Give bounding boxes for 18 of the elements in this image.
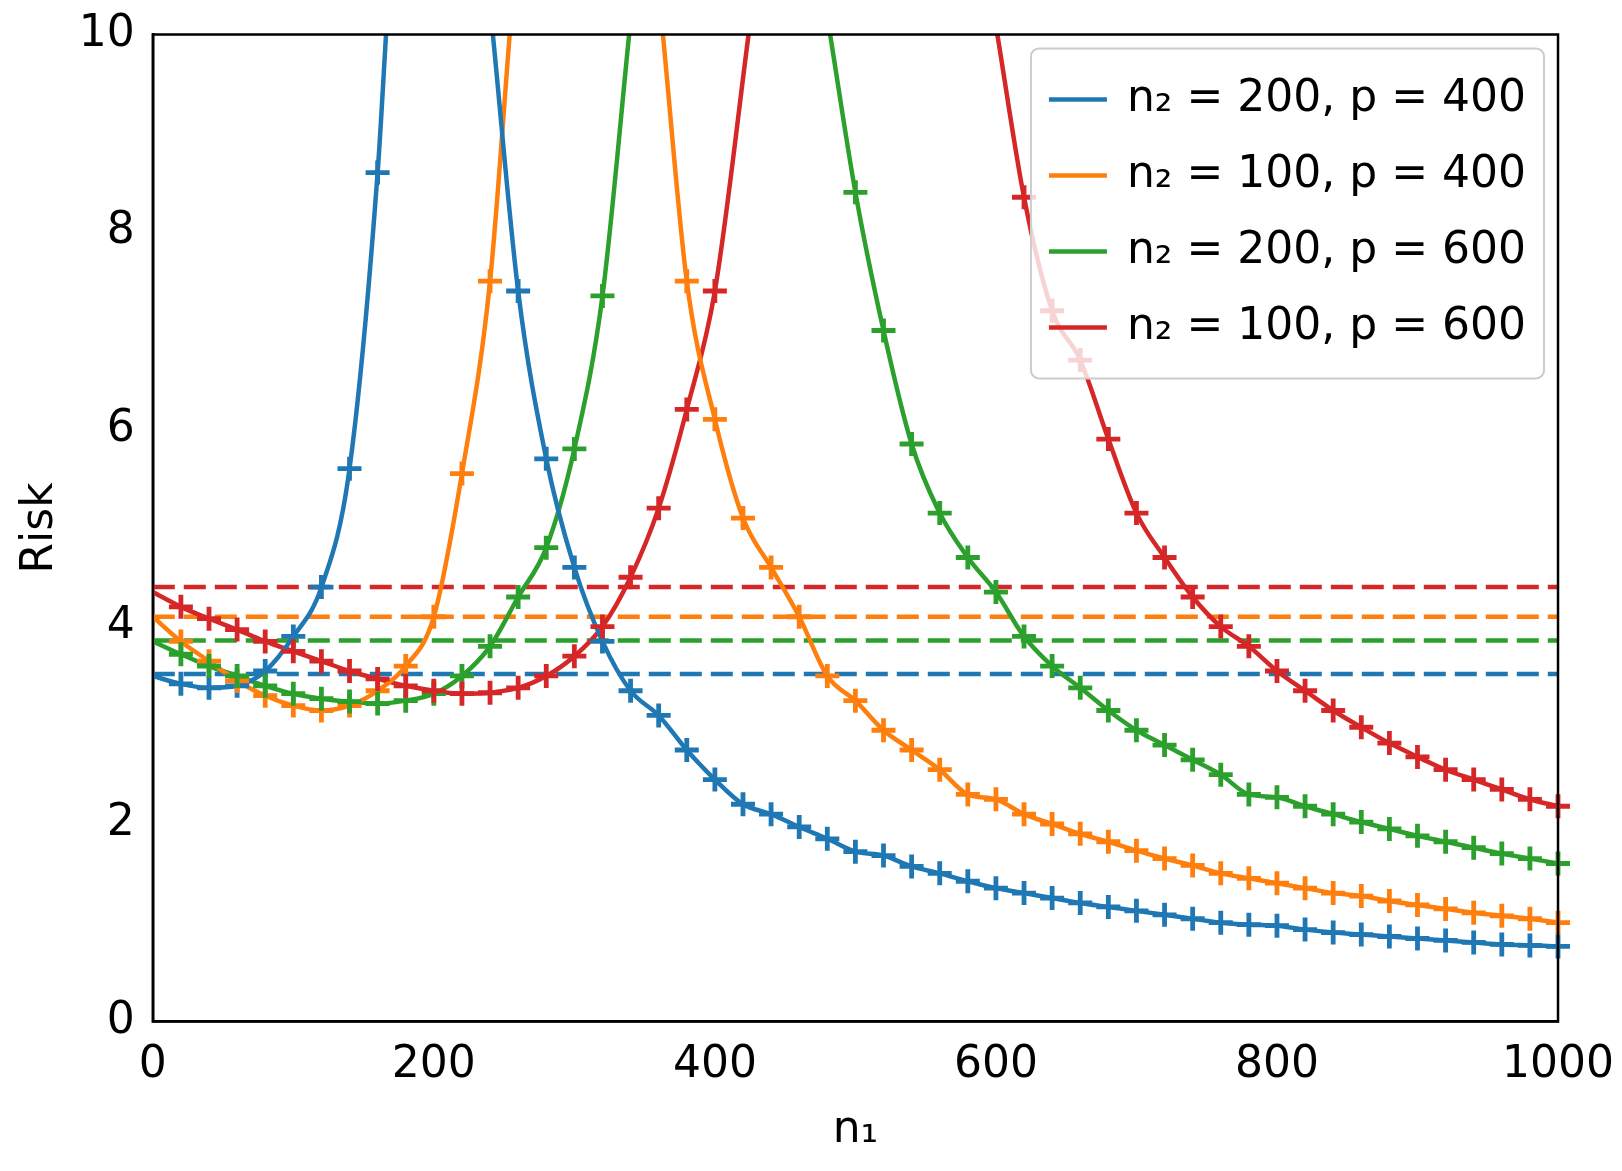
y-tick-label: 0 bbox=[106, 991, 135, 1043]
legend-label: n₂ = 100, p = 600 bbox=[1126, 297, 1527, 349]
legend-label: n₂ = 200, p = 600 bbox=[1126, 221, 1527, 273]
x-axis-title: n₁ bbox=[832, 1101, 879, 1153]
y-tick-label: 10 bbox=[78, 4, 135, 56]
y-axis-title: Risk bbox=[10, 481, 62, 574]
x-tick-label: 1000 bbox=[1502, 1036, 1614, 1088]
x-tick-label: 800 bbox=[1234, 1036, 1319, 1088]
x-tick-label: 600 bbox=[953, 1036, 1038, 1088]
legend-label: n₂ = 100, p = 400 bbox=[1126, 145, 1527, 197]
y-tick-label: 8 bbox=[106, 202, 135, 254]
x-tick-label: 400 bbox=[672, 1036, 757, 1088]
y-tick-label: 6 bbox=[106, 399, 135, 451]
legend-label: n₂ = 200, p = 400 bbox=[1126, 69, 1527, 121]
x-tick-label: 200 bbox=[391, 1036, 476, 1088]
x-tick-label: 0 bbox=[138, 1036, 167, 1088]
y-tick-label: 4 bbox=[106, 597, 135, 649]
y-tick-label: 2 bbox=[106, 794, 135, 846]
